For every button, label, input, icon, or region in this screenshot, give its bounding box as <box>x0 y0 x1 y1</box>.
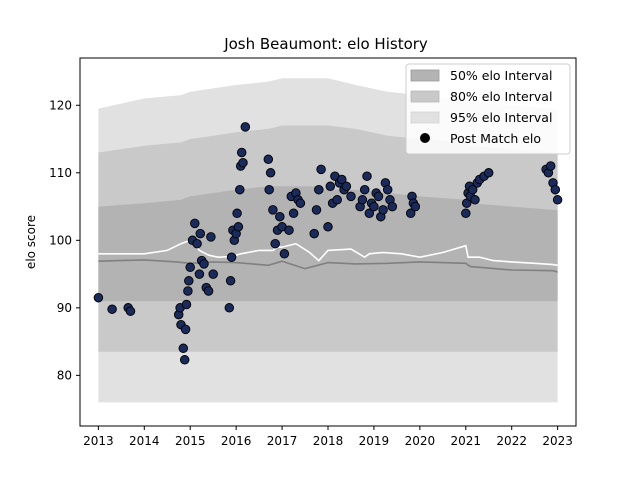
x-tick-label: 2016 <box>221 434 252 448</box>
post-match-point <box>265 168 276 178</box>
post-match-point <box>190 218 200 229</box>
post-match-point <box>185 262 195 273</box>
post-match-point <box>184 276 194 286</box>
chart-title: Josh Beaumont: elo History <box>223 35 428 53</box>
x-tick-label: 2018 <box>313 434 344 448</box>
post-match-point <box>357 195 368 205</box>
post-match-point <box>180 324 191 335</box>
post-match-point <box>470 195 480 205</box>
x-tick-label: 2013 <box>83 434 114 448</box>
post-match-point <box>461 208 471 219</box>
legend-label-50: 50% elo Interval <box>450 68 552 83</box>
post-match-point <box>233 222 244 232</box>
y-tick-label: 120 <box>49 98 72 112</box>
post-match-point <box>337 174 347 185</box>
post-match-point <box>181 299 192 310</box>
mean-line <box>98 259 558 273</box>
x-tick-label: 2014 <box>129 434 160 448</box>
post-match-point <box>238 157 248 168</box>
x-tick-label: 2020 <box>405 434 436 448</box>
legend-label-95: 95% elo Interval <box>450 110 552 125</box>
post-match-point <box>224 303 235 313</box>
post-match-point <box>225 276 236 286</box>
post-match-point <box>192 238 202 249</box>
post-match-point <box>378 205 388 215</box>
y-tick-label: 100 <box>49 233 72 247</box>
post-match-point <box>552 195 563 205</box>
post-match-point <box>382 184 393 195</box>
x-tick-label: 2021 <box>451 434 482 448</box>
post-match-point <box>206 232 216 242</box>
post-match-point <box>341 181 352 192</box>
post-match-point <box>226 252 237 262</box>
x-tick-label: 2022 <box>496 434 527 448</box>
x-tick-label: 2023 <box>542 434 573 448</box>
post-match-point <box>359 184 370 195</box>
post-match-point <box>203 286 214 296</box>
legend-swatch-80 <box>410 90 440 103</box>
post-match-point <box>314 184 324 195</box>
post-match-point <box>369 201 379 212</box>
plot-area <box>93 78 563 403</box>
post-match-point <box>467 184 478 195</box>
post-match-point <box>279 249 290 259</box>
post-match-point <box>107 304 117 314</box>
legend: 50% elo Interval 80% elo Interval 95% el… <box>405 63 571 155</box>
legend-label-80: 80% elo Interval <box>450 89 552 104</box>
legend-swatch-95 <box>410 111 440 124</box>
post-match-point <box>125 306 136 316</box>
post-match-point <box>316 164 326 175</box>
post-match-point <box>405 208 416 219</box>
post-match-point <box>346 191 356 202</box>
post-match-point <box>309 228 319 239</box>
legend-box <box>405 63 571 155</box>
post-match-point <box>275 211 285 222</box>
y-tick-label: 110 <box>49 166 72 180</box>
y-tick-label: 90 <box>57 301 72 315</box>
post-match-point <box>236 147 247 158</box>
post-match-point <box>410 201 421 212</box>
post-match-point <box>387 201 398 212</box>
post-match-point <box>362 171 372 181</box>
post-match-point <box>288 208 299 219</box>
post-match-point <box>199 259 209 269</box>
x-tick-label: 2019 <box>359 434 390 448</box>
post-match-point <box>325 181 336 192</box>
post-match-point <box>373 191 384 202</box>
post-match-point <box>364 208 375 219</box>
median-line <box>98 239 558 267</box>
post-match-point <box>483 168 494 178</box>
x-tick-label: 2015 <box>175 434 206 448</box>
post-match-point <box>264 184 274 195</box>
post-match-point <box>295 198 306 208</box>
post-match-point <box>270 238 280 249</box>
post-match-point <box>268 205 278 215</box>
y-axis: 80 90 100 110 120 <box>49 98 80 382</box>
post-match-point <box>263 154 274 165</box>
x-axis: 2013 2014 2015 2016 2017 2018 2019 2020 2021 2022… <box>83 426 573 448</box>
post-match-point <box>179 355 190 365</box>
post-match-point <box>235 184 245 195</box>
post-match-point <box>195 228 206 239</box>
post-match-point <box>183 286 193 296</box>
post-match-point <box>284 225 294 235</box>
x-tick-label: 2017 <box>267 434 298 448</box>
legend-marker-post-match <box>420 133 430 143</box>
post-match-point <box>240 122 251 132</box>
post-match-point <box>332 195 342 205</box>
post-match-point <box>545 161 556 171</box>
post-match-point <box>194 269 205 279</box>
y-axis-label: elo score <box>24 215 38 269</box>
post-match-point <box>178 343 189 354</box>
post-match-point <box>550 184 561 195</box>
legend-label-post-match: Post Match elo <box>450 131 541 146</box>
post-match-point <box>93 292 104 303</box>
post-match-point <box>323 222 333 232</box>
post-match-point <box>208 269 218 279</box>
post-match-point <box>232 208 242 219</box>
y-tick-label: 80 <box>57 368 72 382</box>
post-match-point <box>311 205 322 215</box>
legend-swatch-50 <box>410 69 440 82</box>
